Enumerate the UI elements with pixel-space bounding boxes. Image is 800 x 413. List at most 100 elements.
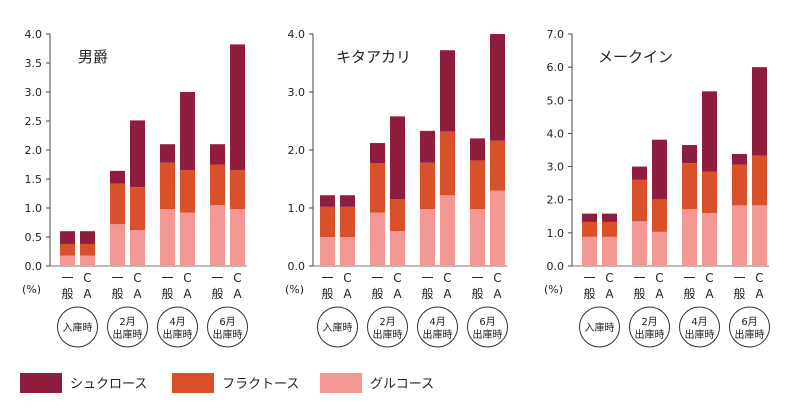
stage-circle (207, 306, 248, 348)
bar-segment (180, 92, 195, 171)
stage-circle (417, 306, 458, 348)
category-label: 一 (371, 271, 383, 285)
bar-segment (80, 255, 95, 266)
y-tick-label: 0.0 (288, 260, 306, 273)
category-label: 一 (733, 271, 745, 285)
bar-segment (582, 221, 597, 237)
category-label: 般 (161, 286, 173, 301)
bar-segment (420, 130, 435, 163)
category-label: A (233, 287, 242, 301)
bar-segment (180, 212, 195, 266)
bar-segment (60, 243, 75, 256)
category-label: C (133, 271, 141, 285)
y-tick-label: 6.0 (547, 61, 565, 74)
category-label: 般 (421, 286, 433, 301)
category-label: 般 (111, 286, 123, 301)
bar-segment (340, 195, 355, 207)
unit-label: (%) (544, 283, 563, 296)
stage-label: 出庫時 (213, 328, 243, 341)
bar-segment (130, 187, 145, 231)
category-label: A (443, 287, 452, 301)
category-label: A (605, 287, 614, 301)
stage-label: 出庫時 (113, 328, 143, 341)
bar-segment (160, 209, 175, 266)
category-label: 般 (211, 286, 223, 301)
stage-circle (579, 306, 620, 348)
bar-segment (632, 221, 647, 266)
bar-segment (230, 209, 245, 266)
category-label: 般 (61, 286, 73, 301)
bar-segment (732, 205, 747, 266)
y-tick-label: 7.0 (547, 28, 565, 41)
bar-segment (320, 195, 335, 207)
stage-label: 出庫時 (635, 328, 665, 341)
category-label: 一 (161, 271, 173, 285)
y-tick-label: 4.0 (547, 127, 565, 140)
stage-circle (317, 306, 358, 348)
category-label: C (493, 271, 501, 285)
category-label: C (443, 271, 451, 285)
bar-segment (370, 212, 385, 266)
bar-segment (390, 116, 405, 200)
stage-label: 4月 (169, 316, 185, 328)
y-tick-label: 1.0 (288, 202, 306, 215)
bar-segment (320, 237, 335, 266)
y-tick-label: 2.0 (288, 144, 306, 157)
bar-segment (160, 144, 175, 163)
stage-label: 6月 (219, 316, 235, 328)
legend-swatch (172, 373, 214, 393)
bar-segment (370, 143, 385, 164)
unit-label: (%) (285, 283, 304, 296)
bar-segment (130, 120, 145, 188)
bar-segment (370, 163, 385, 213)
bar-segment (602, 236, 617, 266)
stage-label: 出庫時 (423, 328, 453, 341)
bar-segment (682, 163, 697, 209)
category-label: 般 (683, 286, 695, 301)
stage-circle (157, 306, 198, 348)
stage-label: 4月 (691, 316, 707, 328)
y-tick-label: 3.5 (25, 57, 43, 70)
stage-circle (467, 306, 508, 348)
stage-label: 出庫時 (373, 328, 403, 341)
bar-segment (602, 213, 617, 222)
category-label: 一 (633, 271, 645, 285)
bar-segment (732, 153, 747, 165)
legend-label: フラクトース (222, 377, 299, 392)
category-label: 一 (111, 271, 123, 285)
bar-segment (440, 131, 455, 196)
bar-segment (440, 195, 455, 266)
bar-segment (420, 209, 435, 266)
bar-segment (80, 243, 95, 256)
bar-segment (632, 166, 647, 180)
bar-segment (110, 224, 125, 266)
y-tick-label: 3.0 (547, 161, 565, 174)
stage-circle (57, 306, 98, 348)
bar-segment (110, 183, 125, 225)
y-tick-label: 2.0 (547, 194, 565, 207)
legend-label: シュクロース (70, 377, 147, 392)
stage-label: 6月 (741, 316, 757, 328)
stage-circle (629, 306, 670, 348)
bar-segment (130, 230, 145, 266)
bar-segment (160, 162, 175, 210)
bar-segment (682, 208, 697, 266)
bar-segment (110, 170, 125, 184)
stage-circle (107, 306, 148, 348)
category-label: 一 (211, 271, 223, 285)
category-label: C (655, 271, 663, 285)
bar-segment (390, 231, 405, 266)
bar-segment (320, 206, 335, 237)
category-label: C (83, 271, 91, 285)
bar-segment (390, 199, 405, 232)
category-label: 般 (633, 286, 645, 301)
category-label: C (343, 271, 351, 285)
stage-circle (729, 306, 770, 348)
y-tick-label: 4.0 (288, 28, 306, 41)
category-label: A (655, 287, 664, 301)
category-label: 般 (733, 286, 745, 301)
y-tick-label: 4.0 (25, 28, 43, 41)
y-tick-label: 2.0 (25, 144, 43, 157)
legend-label: グルコース (370, 377, 434, 392)
category-label: C (183, 271, 191, 285)
